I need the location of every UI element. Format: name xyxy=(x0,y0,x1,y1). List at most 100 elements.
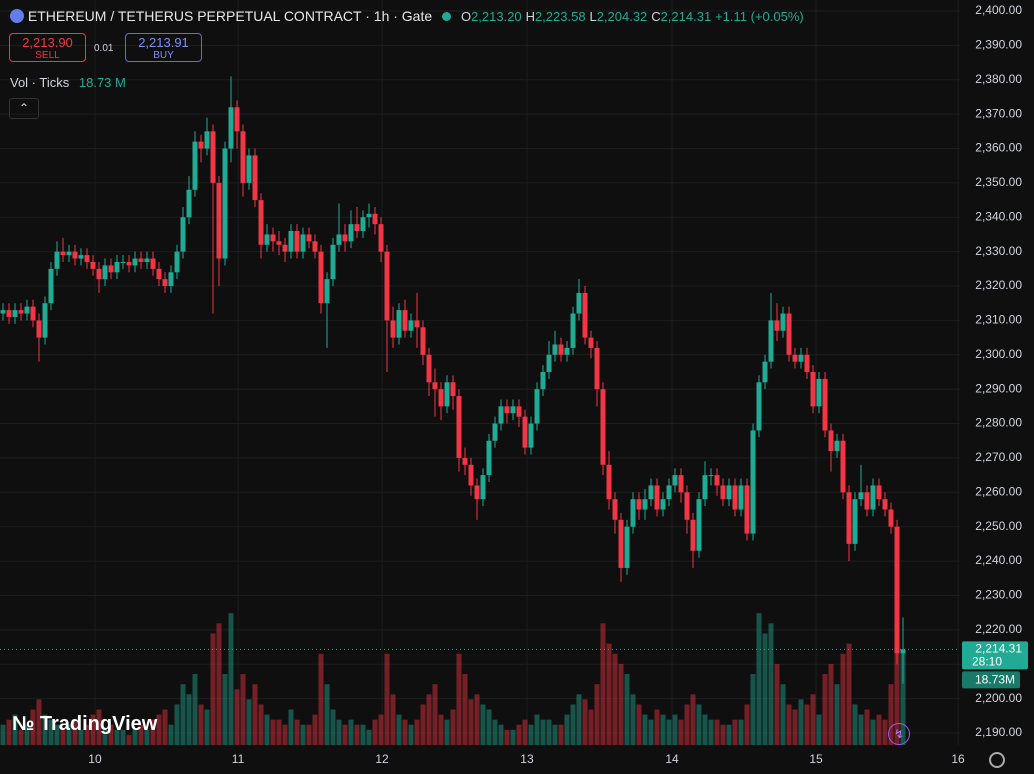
volume-bar xyxy=(102,729,108,745)
volume-bar xyxy=(480,704,486,745)
candle-body xyxy=(12,310,18,317)
y-tick-label: 2,280.00 xyxy=(975,416,1022,430)
candle-body xyxy=(678,475,684,493)
c-value: 2,214.31 xyxy=(660,9,712,24)
volume-bar xyxy=(204,709,210,745)
volume-bar xyxy=(870,719,876,745)
x-tick-label: 15 xyxy=(809,752,823,766)
volume-bar xyxy=(498,724,504,745)
y-tick-label: 2,330.00 xyxy=(975,244,1022,258)
volume-bar xyxy=(810,694,816,745)
collapse-button[interactable]: ⌃ xyxy=(9,98,39,119)
x-tick-label: 13 xyxy=(520,752,534,766)
candle-body xyxy=(354,224,360,232)
volume-bar xyxy=(306,724,312,745)
candle-body xyxy=(768,320,774,362)
volume-bar xyxy=(150,719,156,745)
candle-body xyxy=(498,406,504,424)
candle-body xyxy=(684,492,690,520)
volume-bar xyxy=(864,709,870,745)
volume-bar xyxy=(744,704,750,745)
volume-bar xyxy=(594,684,600,745)
volume-bar xyxy=(750,674,756,745)
volume-bar xyxy=(672,714,678,745)
o-label: O xyxy=(460,9,472,24)
volume-bar xyxy=(0,724,6,745)
volume-bar xyxy=(792,709,798,745)
candle-body xyxy=(228,107,234,149)
volume-bar xyxy=(30,709,36,745)
volume-bar xyxy=(234,689,240,745)
settings-icon[interactable] xyxy=(989,752,1005,768)
volume-bar xyxy=(528,724,534,745)
volume-bar xyxy=(282,724,288,745)
candle-body xyxy=(306,234,312,242)
candle-body xyxy=(570,313,576,348)
volume-bar xyxy=(534,714,540,745)
candle-body xyxy=(558,344,564,355)
candle-body xyxy=(384,251,390,321)
candle-body xyxy=(72,251,78,259)
buy-label: BUY xyxy=(153,50,174,61)
volume-bar xyxy=(6,719,12,745)
volume-bar xyxy=(330,709,336,745)
candle-body xyxy=(876,485,882,500)
y-tick-label: 2,200.00 xyxy=(975,691,1022,705)
volume-bar xyxy=(612,653,618,745)
candle-body xyxy=(366,213,372,218)
volume-bar xyxy=(120,729,126,745)
candle-body xyxy=(468,464,474,486)
volume-bar xyxy=(738,719,744,745)
candle-body xyxy=(834,440,840,452)
candle-body xyxy=(402,310,408,331)
candle-body xyxy=(600,389,606,465)
sell-price: 2,213.90 xyxy=(22,35,73,50)
candle-body xyxy=(246,155,252,183)
volume-bar xyxy=(48,719,54,745)
candle-body xyxy=(642,499,648,510)
candle-body xyxy=(672,475,678,486)
volume-bar xyxy=(378,714,384,745)
candle-body xyxy=(690,519,696,551)
logo-text: TradingView xyxy=(39,713,158,735)
volume-bar xyxy=(804,704,810,745)
candle-body xyxy=(864,492,870,510)
y-tick-label: 2,190.00 xyxy=(975,725,1022,739)
candle-body xyxy=(888,509,894,527)
volume-bar xyxy=(186,694,192,745)
volume-bar xyxy=(432,684,438,745)
volume-bar xyxy=(630,694,636,745)
y-tick-label: 2,260.00 xyxy=(975,484,1022,498)
volume-bar xyxy=(60,729,66,745)
candle-body xyxy=(780,313,786,331)
candle-body xyxy=(534,389,540,424)
y-tick-label: 2,240.00 xyxy=(975,553,1022,567)
sell-button[interactable]: 2,213.90 SELL xyxy=(9,33,86,62)
y-tick-label: 2,340.00 xyxy=(975,209,1022,223)
volume-bar xyxy=(66,724,72,745)
volume-bar xyxy=(144,729,150,745)
candle-body xyxy=(666,485,672,500)
volume-bar xyxy=(822,674,828,745)
y-tick-label: 2,290.00 xyxy=(975,381,1022,395)
volume-bar xyxy=(858,714,864,745)
y-tick-label: 2,360.00 xyxy=(975,141,1022,155)
volume-bar xyxy=(690,694,696,745)
last-volume-label: 18.73M xyxy=(975,673,1015,687)
volume-bar xyxy=(354,724,360,745)
candle-body xyxy=(390,320,396,338)
volume-bar xyxy=(222,674,228,745)
volume-bar xyxy=(402,719,408,745)
candle-body xyxy=(54,251,60,269)
candle-body xyxy=(252,155,258,201)
x-tick-label: 16 xyxy=(951,752,965,766)
volume-bar xyxy=(684,704,690,745)
event-icon[interactable]: ↯ xyxy=(888,723,910,745)
buy-button[interactable]: 2,213.91 BUY xyxy=(125,33,202,62)
candle-body xyxy=(582,292,588,338)
y-tick-label: 2,230.00 xyxy=(975,588,1022,602)
candle-body xyxy=(798,354,804,362)
candle-body xyxy=(192,141,198,190)
candle-body xyxy=(396,310,402,338)
o-value: 2,213.20 xyxy=(471,9,522,24)
